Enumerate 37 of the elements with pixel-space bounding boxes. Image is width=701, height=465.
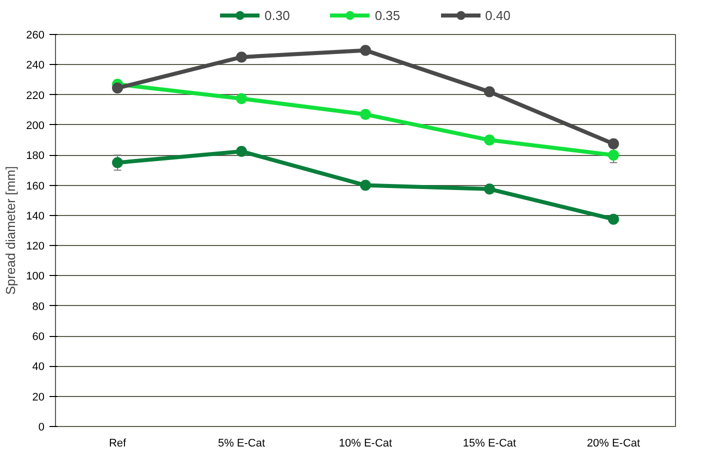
point <box>360 108 371 120</box>
point <box>484 184 495 195</box>
legend-label: 0.35 <box>374 8 400 22</box>
x-tick-label: 10% E-Cat <box>338 438 392 450</box>
point <box>608 138 619 150</box>
x-tick-label: 15% E-Cat <box>462 438 516 450</box>
y-axis-title: Spread diameter [mm] <box>3 166 18 295</box>
y-tick-label: 240 <box>26 60 45 72</box>
point <box>608 150 619 161</box>
point <box>236 93 247 104</box>
y-tick-label: 200 <box>26 120 45 132</box>
y-tick-label: 140 <box>26 210 45 222</box>
y-tick-label: 20 <box>32 391 45 404</box>
y-tick-label: 0 <box>38 422 45 434</box>
y-tick-label: 100 <box>26 270 45 283</box>
point <box>360 180 371 191</box>
legend-label: 0.40 <box>485 8 510 22</box>
point <box>360 44 371 56</box>
y-tick-label: 220 <box>26 90 45 102</box>
point <box>112 157 123 168</box>
y-tick-label: 120 <box>26 240 45 253</box>
legend-label: 0.30 <box>264 8 290 22</box>
y-tick-label: 160 <box>26 180 45 192</box>
y-tick-label: 40 <box>32 361 45 374</box>
y-tick-label: 180 <box>26 150 45 162</box>
y-tick-label: 60 <box>32 331 45 344</box>
x-tick-label: Ref <box>108 438 128 450</box>
y-tick-label: 260 <box>26 30 45 42</box>
y-tick-label: 80 <box>32 300 45 313</box>
point <box>112 82 123 94</box>
point <box>608 214 619 225</box>
x-tick-label: 20% E-Cat <box>586 438 640 450</box>
point <box>236 52 247 63</box>
point <box>484 86 495 98</box>
x-tick-label: 5% E-Cat <box>218 438 266 450</box>
point <box>484 134 495 146</box>
point <box>236 146 247 157</box>
